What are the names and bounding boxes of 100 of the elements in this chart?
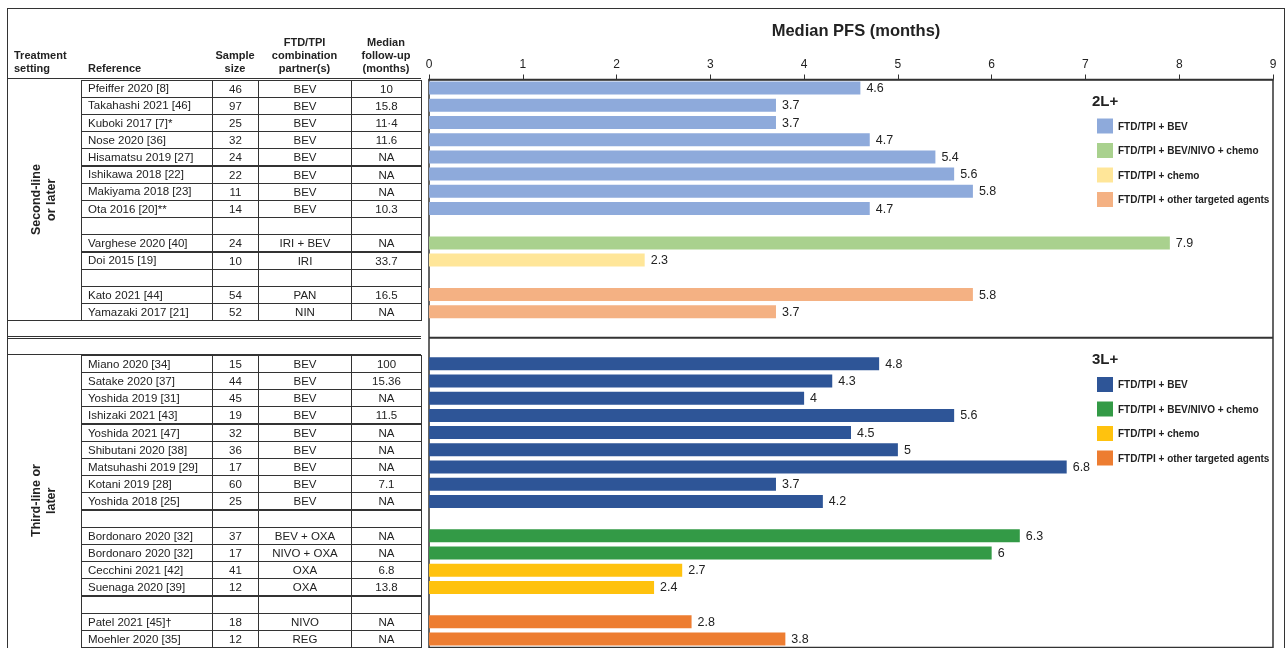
text: 52 — [229, 306, 242, 319]
y-tick-label: Cecchini 2021 [42] — [88, 563, 184, 576]
text: NA — [378, 237, 395, 250]
data-label: 3.7 — [781, 115, 800, 130]
bar — [429, 184, 973, 198]
bar — [429, 546, 992, 559]
text: 7.1 — [378, 478, 395, 491]
text: NA — [378, 632, 395, 645]
y-tick-label: Patel 2021 [45]† — [88, 615, 172, 628]
bar — [429, 477, 776, 491]
y-tick-label: Matsuhashi 2019 [29] — [88, 460, 198, 473]
text: 18 — [229, 615, 242, 628]
text: BEV — [293, 460, 317, 473]
legend-title: 3L+ — [1092, 349, 1119, 367]
text: BEV — [293, 134, 317, 147]
y-tick-label: Ishikawa 2018 [22] — [88, 168, 184, 181]
text: OXA — [292, 581, 318, 594]
bar — [429, 356, 880, 370]
data-label: 6.3 — [1025, 528, 1044, 543]
text: 10 — [380, 82, 393, 95]
y-tick-label: Shibutani 2020 [38] — [88, 443, 188, 456]
category-label: FTD/TPI combination partner(s) — [270, 35, 339, 75]
bar — [429, 442, 898, 456]
data-label: 5 — [903, 442, 911, 457]
y-tick-label: Yamazaki 2017 [21] — [88, 305, 189, 318]
data-label: 2.7 — [688, 562, 706, 577]
bar — [429, 133, 870, 147]
text: NIVO + OXA — [272, 546, 338, 559]
bar — [429, 288, 973, 301]
y-tick-label: Moehler 2020 [35] — [88, 632, 181, 645]
x2-tick-label: 5 — [894, 56, 902, 71]
text: 24 — [229, 237, 242, 250]
text: 37 — [229, 529, 242, 542]
data-label: 5.4 — [941, 149, 959, 164]
text: BEV — [293, 357, 317, 370]
bar — [429, 632, 786, 645]
legend-label: FTD/TPI + BEV — [1118, 378, 1189, 390]
y-tick-label: Pfeiffer 2020 [8] — [88, 82, 169, 95]
text: NA — [378, 306, 395, 319]
text: 16.5 — [375, 288, 398, 301]
bar — [429, 425, 851, 439]
text: BEV — [293, 99, 317, 112]
bar — [429, 98, 776, 112]
category-label: Median follow-up (months) — [360, 35, 412, 75]
y-tick-label: Suenaga 2020 [39] — [88, 580, 186, 593]
y-tick-label: Bordonaro 2020 [32] — [88, 546, 193, 559]
bar — [429, 236, 1170, 250]
text: BEV — [293, 116, 317, 129]
text: Second-line or later — [29, 164, 58, 236]
text: BEV — [293, 202, 317, 215]
text: 14 — [229, 202, 242, 215]
data-label: 6.8 — [1072, 459, 1091, 474]
y-tick-label: Kotani 2019 [28] — [88, 477, 172, 490]
text: Third-line or later — [29, 464, 58, 538]
x2-tick-label: 2 — [613, 56, 621, 71]
data-label: 4.7 — [875, 132, 894, 147]
text: 22 — [229, 168, 242, 181]
chart-title: Median PFS (months) — [771, 20, 941, 39]
y-tick-label: Makiyama 2018 [23] — [88, 185, 192, 198]
y-tick-label: Kato 2021 [44] — [88, 288, 163, 301]
text: 46 — [229, 82, 242, 95]
text: 32 — [229, 426, 242, 439]
legend-label: FTD/TPI + BEV/NIVO + chemo — [1118, 403, 1259, 414]
text: 10.3 — [375, 202, 398, 215]
data-label: 5.8 — [978, 287, 997, 302]
data-label: 4 — [810, 390, 818, 405]
text: 17 — [229, 546, 242, 559]
data-label: 3.7 — [781, 476, 800, 491]
text: NA — [378, 426, 395, 439]
data-label: 4.2 — [828, 493, 847, 508]
y-tick-label: Miano 2020 [34] — [88, 357, 171, 370]
text: 11.5 — [375, 409, 398, 422]
x2-tick-label: 0 — [425, 56, 433, 71]
y-tick-label: Ishizaki 2021 [43] — [88, 408, 178, 421]
text: NA — [378, 443, 395, 456]
bar — [429, 305, 776, 319]
text: 6.8 — [378, 564, 395, 577]
y-tick-label: Takahashi 2021 [46] — [88, 99, 191, 112]
text: 19 — [229, 409, 242, 422]
legend-label: FTD/TPI + BEV/NIVO + chemo — [1118, 145, 1259, 156]
text: 25 — [229, 495, 242, 508]
data-label: 3.8 — [791, 631, 809, 646]
data-label: 4.5 — [857, 425, 875, 440]
y-tick-label: Yoshida 2018 [25] — [88, 494, 180, 507]
bar — [429, 150, 936, 164]
y-tick-label: Varghese 2020 [40] — [88, 236, 188, 249]
text: NA — [378, 529, 395, 542]
text: NA — [378, 392, 395, 405]
bar — [429, 202, 870, 215]
text: NA — [378, 546, 395, 559]
data-label: 3.7 — [781, 304, 800, 319]
text: BEV — [293, 374, 317, 387]
text: BEV — [293, 426, 317, 439]
legend-label: FTD/TPI + other targeted agents — [1118, 452, 1270, 463]
text: NA — [378, 495, 395, 508]
text: 13.8 — [375, 581, 398, 594]
data-label: 4.3 — [838, 373, 856, 388]
bar — [429, 563, 683, 577]
y-tick-label: Hisamatsu 2019 [27] — [88, 150, 194, 163]
text: NIN — [295, 306, 315, 319]
